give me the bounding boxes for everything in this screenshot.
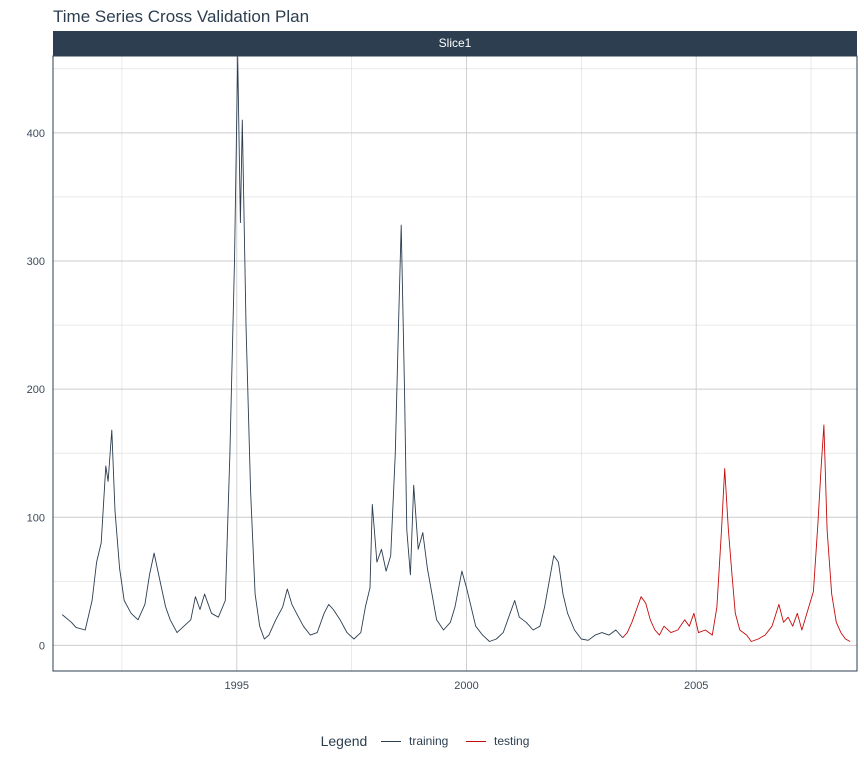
x-tick-label: 2005: [684, 680, 708, 692]
legend-label-training: training: [409, 734, 449, 748]
facet-strip: Slice1: [53, 31, 857, 56]
y-tick-label: 100: [27, 512, 45, 524]
y-tick-label: 200: [27, 384, 45, 396]
y-tick-label: 0: [39, 640, 45, 652]
y-tick-label: 400: [27, 128, 45, 140]
series-line-testing: [622, 424, 851, 642]
series-line-training: [61, 55, 624, 642]
chart-title: Time Series Cross Validation Plan: [53, 7, 310, 26]
legend-key-testing: [465, 740, 486, 742]
x-tick-label: 1995: [225, 680, 249, 692]
x-tick-label: 2000: [454, 680, 478, 692]
y-tick-label: 300: [27, 256, 45, 268]
legend-key-training: [380, 740, 401, 742]
legend-title: Legend: [320, 733, 368, 749]
legend-label-testing: testing: [494, 734, 530, 748]
panel-border: [52, 55, 858, 672]
legend: Legend training testing: [0, 733, 864, 749]
